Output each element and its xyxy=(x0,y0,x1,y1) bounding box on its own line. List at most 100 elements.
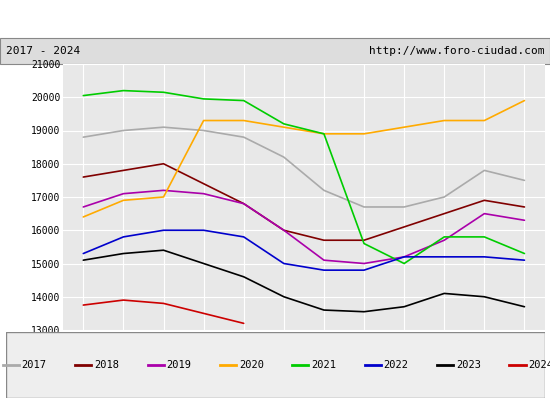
Text: 2023: 2023 xyxy=(456,360,481,370)
2022 xyxy=(160,228,167,233)
2018 xyxy=(441,211,448,216)
2020 xyxy=(401,125,408,130)
2018 xyxy=(321,238,327,243)
2021 xyxy=(240,98,247,103)
2018 xyxy=(401,224,408,229)
2021 xyxy=(200,96,207,101)
Line: 2023: 2023 xyxy=(83,250,525,312)
2024 xyxy=(80,303,86,308)
2024 xyxy=(240,321,247,326)
2023 xyxy=(80,258,86,262)
2023 xyxy=(401,304,408,309)
2023 xyxy=(481,294,488,299)
Text: 2024: 2024 xyxy=(529,360,550,370)
2021 xyxy=(401,261,408,266)
2023 xyxy=(521,304,528,309)
FancyBboxPatch shape xyxy=(0,38,550,64)
2023 xyxy=(361,309,367,314)
2021 xyxy=(481,234,488,239)
2019 xyxy=(120,191,127,196)
2022 xyxy=(481,254,488,259)
2020 xyxy=(481,118,488,123)
2022 xyxy=(361,268,367,272)
2024 xyxy=(160,301,167,306)
2017 xyxy=(200,128,207,133)
Line: 2020: 2020 xyxy=(83,100,525,217)
FancyBboxPatch shape xyxy=(6,332,544,398)
2018 xyxy=(481,198,488,203)
2023 xyxy=(441,291,448,296)
2017 xyxy=(120,128,127,133)
2022 xyxy=(321,268,327,272)
2018 xyxy=(361,238,367,243)
2020 xyxy=(120,198,127,203)
2021 xyxy=(441,234,448,239)
2023 xyxy=(240,274,247,279)
Line: 2024: 2024 xyxy=(83,300,244,323)
Line: 2019: 2019 xyxy=(83,190,525,264)
Line: 2018: 2018 xyxy=(83,164,525,240)
2022 xyxy=(80,251,86,256)
2019 xyxy=(80,204,86,209)
2018 xyxy=(521,204,528,209)
2022 xyxy=(240,234,247,239)
2019 xyxy=(280,228,287,233)
2020 xyxy=(200,118,207,123)
Text: 2017: 2017 xyxy=(21,360,47,370)
2021 xyxy=(521,251,528,256)
Line: 2022: 2022 xyxy=(83,230,525,270)
2020 xyxy=(441,118,448,123)
2022 xyxy=(200,228,207,233)
2019 xyxy=(361,261,367,266)
2021 xyxy=(321,132,327,136)
2021 xyxy=(160,90,167,95)
2019 xyxy=(160,188,167,193)
2022 xyxy=(521,258,528,262)
2021 xyxy=(280,122,287,126)
2021 xyxy=(80,93,86,98)
2018 xyxy=(120,168,127,173)
2020 xyxy=(521,98,528,103)
2019 xyxy=(481,211,488,216)
2019 xyxy=(521,218,528,223)
2022 xyxy=(441,254,448,259)
2019 xyxy=(441,238,448,243)
2017 xyxy=(160,125,167,130)
2023 xyxy=(120,251,127,256)
2019 xyxy=(200,191,207,196)
2017 xyxy=(401,204,408,209)
2017 xyxy=(321,188,327,193)
2020 xyxy=(361,132,367,136)
2023 xyxy=(200,261,207,266)
2021 xyxy=(120,88,127,93)
2017 xyxy=(521,178,528,183)
Text: 2018: 2018 xyxy=(94,360,119,370)
2018 xyxy=(280,228,287,233)
2017 xyxy=(240,135,247,140)
2017 xyxy=(280,155,287,160)
Line: 2021: 2021 xyxy=(83,90,525,264)
2022 xyxy=(280,261,287,266)
2022 xyxy=(401,254,408,259)
2018 xyxy=(80,175,86,180)
2017 xyxy=(361,204,367,209)
2017 xyxy=(80,135,86,140)
2020 xyxy=(280,125,287,130)
2019 xyxy=(240,201,247,206)
Text: 2020: 2020 xyxy=(239,360,264,370)
2017 xyxy=(441,194,448,199)
2020 xyxy=(160,194,167,199)
2024 xyxy=(200,311,207,316)
2020 xyxy=(80,214,86,219)
2019 xyxy=(321,258,327,262)
2020 xyxy=(240,118,247,123)
Text: 2017 - 2024: 2017 - 2024 xyxy=(6,46,80,56)
Text: Evolucion del paro registrado en Cartagena: Evolucion del paro registrado en Cartage… xyxy=(84,12,466,26)
2020 xyxy=(321,132,327,136)
2019 xyxy=(401,254,408,259)
Text: 2019: 2019 xyxy=(167,360,191,370)
2017 xyxy=(481,168,488,173)
Text: http://www.foro-ciudad.com: http://www.foro-ciudad.com xyxy=(369,46,544,56)
2024 xyxy=(120,298,127,302)
Line: 2017: 2017 xyxy=(83,127,525,207)
